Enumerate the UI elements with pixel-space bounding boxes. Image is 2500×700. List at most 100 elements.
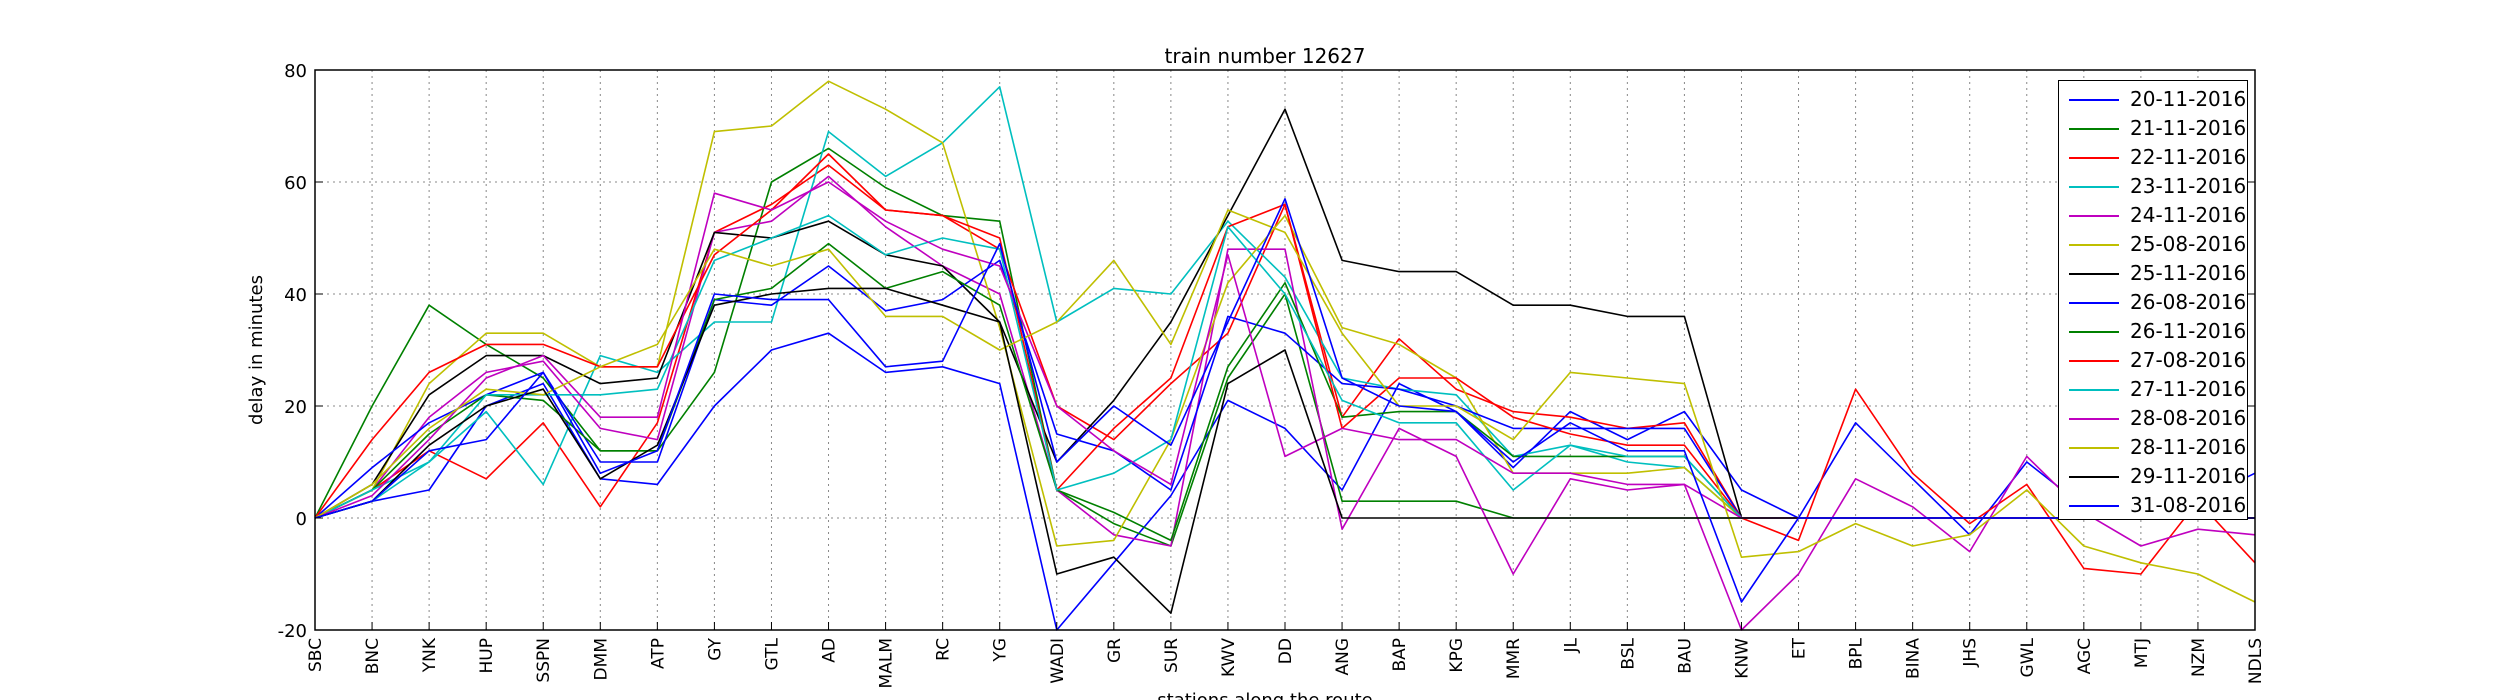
legend-swatch <box>2069 215 2119 217</box>
legend-item: 28-08-2016 <box>2059 404 2249 433</box>
x-tick-label: MTJ <box>2132 638 2152 668</box>
chart-title: train number 12627 <box>1165 44 1366 68</box>
legend-label: 26-08-2016 <box>2130 290 2247 314</box>
x-tick-label: GTL <box>762 637 782 670</box>
series-layer <box>314 80 2256 631</box>
legend-item: 21-11-2016 <box>2059 114 2249 143</box>
legend-item: 29-11-2016 <box>2059 462 2249 491</box>
x-tick-label: DMM <box>591 638 611 680</box>
y-tick-label: 80 <box>284 61 307 82</box>
legend-label: 31-08-2016 <box>2130 493 2247 517</box>
x-tick-label: BPL <box>1847 637 1867 669</box>
x-tick-label: NDLS <box>2246 638 2266 684</box>
y-axis-ticks: -20 0 20 40 60 80 <box>278 61 2255 642</box>
series-line <box>314 198 2255 603</box>
legend-swatch <box>2069 128 2119 130</box>
legend-label: 25-08-2016 <box>2130 232 2247 256</box>
x-axis-label: stations along the route <box>1157 690 1372 700</box>
legend-label: 28-08-2016 <box>2130 406 2247 430</box>
legend-swatch <box>2069 447 2119 449</box>
x-tick-label: MMR <box>1504 638 1524 679</box>
y-tick-label: 0 <box>296 509 307 530</box>
x-tick-label: BINA <box>1904 638 1924 679</box>
x-tick-label: ET <box>1790 637 1810 659</box>
x-tick-label: KPG <box>1447 638 1467 673</box>
legend-swatch <box>2069 302 2119 304</box>
legend-item: 20-11-2016 <box>2059 85 2249 114</box>
x-tick-label: BAU <box>1675 638 1695 674</box>
x-tick-label: BAP <box>1390 638 1410 672</box>
legend-label: 25-11-2016 <box>2130 261 2247 285</box>
legend-label: 28-11-2016 <box>2130 435 2247 459</box>
legend-swatch <box>2069 331 2119 333</box>
x-tick-label: BSL <box>1618 637 1638 669</box>
x-tick-label: HUP <box>477 638 497 673</box>
x-tick-label: WADI <box>1048 638 1068 684</box>
legend-swatch <box>2069 244 2119 246</box>
legend-item: 26-11-2016 <box>2059 317 2249 346</box>
legend-item: 22-11-2016 <box>2059 143 2249 172</box>
x-tick-label: JHS <box>1961 638 1981 668</box>
legend-swatch <box>2069 476 2119 478</box>
x-tick-label: KWV <box>1219 638 1239 677</box>
x-tick-label: AD <box>820 638 840 663</box>
y-tick-label: 60 <box>284 173 307 194</box>
x-tick-label: RC <box>934 638 954 661</box>
legend-swatch <box>2069 505 2119 507</box>
y-tick-label: 20 <box>284 397 307 418</box>
x-tick-label: YG <box>991 638 1011 663</box>
legend-item: 31-08-2016 <box>2059 491 2249 520</box>
legend-swatch <box>2069 360 2119 362</box>
y-tick-label: -20 <box>278 621 307 642</box>
x-tick-label: BNC <box>363 638 383 674</box>
legend-label: 27-08-2016 <box>2130 348 2247 372</box>
legend-swatch <box>2069 389 2119 391</box>
series-line <box>314 209 2256 603</box>
x-tick-label: GWL <box>2018 637 2038 677</box>
legend-item: 25-11-2016 <box>2059 259 2249 288</box>
series-line <box>314 242 2255 542</box>
legend-swatch <box>2069 186 2119 188</box>
legend-swatch <box>2069 273 2119 275</box>
legend-item: 24-11-2016 <box>2059 201 2249 230</box>
legend-item: 28-11-2016 <box>2059 433 2249 462</box>
legend-item: 23-11-2016 <box>2059 172 2249 201</box>
legend-swatch <box>2069 157 2119 159</box>
y-tick-label: 40 <box>284 285 307 306</box>
x-axis-ticks: SBC BNC YNK HUP SSPN DMM ATP GY GTL AD MALM RC YG WAD… <box>306 622 2266 688</box>
x-tick-label: SSPN <box>534 638 554 683</box>
legend-label: 26-11-2016 <box>2130 319 2247 343</box>
x-tick-label: SBC <box>306 638 326 672</box>
series-line <box>314 332 2256 631</box>
legend-label: 29-11-2016 <box>2130 464 2247 488</box>
legend-item: 25-08-2016 <box>2059 230 2249 259</box>
legend-label: 24-11-2016 <box>2130 203 2247 227</box>
y-axis-label: delay in minutes <box>246 275 267 425</box>
legend-item: 27-11-2016 <box>2059 375 2249 404</box>
x-tick-label: ANG <box>1333 638 1353 676</box>
x-tick-label: SUR <box>1162 638 1182 673</box>
legend-label: 22-11-2016 <box>2130 145 2247 169</box>
legend-label: 20-11-2016 <box>2130 87 2247 111</box>
x-tick-label: MALM <box>877 638 897 688</box>
x-tick-label: YNK <box>420 637 440 673</box>
legend-item: 27-08-2016 <box>2059 346 2249 375</box>
legend-label: 23-11-2016 <box>2130 174 2247 198</box>
legend-swatch <box>2069 99 2119 101</box>
x-tick-label: DD <box>1276 638 1296 664</box>
x-tick-label: GR <box>1105 638 1125 663</box>
x-tick-label: KNW <box>1732 638 1752 679</box>
legend-item: 26-08-2016 <box>2059 288 2249 317</box>
x-tick-label: AGC <box>2075 638 2095 674</box>
x-tick-label: ATP <box>648 638 668 669</box>
x-tick-label: JL <box>1561 637 1581 653</box>
legend-label: 21-11-2016 <box>2130 116 2247 140</box>
series-line <box>314 175 2256 631</box>
legend: 20-11-2016 21-11-2016 22-11-2016 23-11-2016… <box>2058 80 2248 520</box>
x-tick-label: NZM <box>2189 638 2209 677</box>
x-tick-label: GY <box>705 637 725 660</box>
legend-label: 27-11-2016 <box>2130 377 2247 401</box>
series-line <box>314 86 2255 519</box>
legend-swatch <box>2069 418 2119 420</box>
